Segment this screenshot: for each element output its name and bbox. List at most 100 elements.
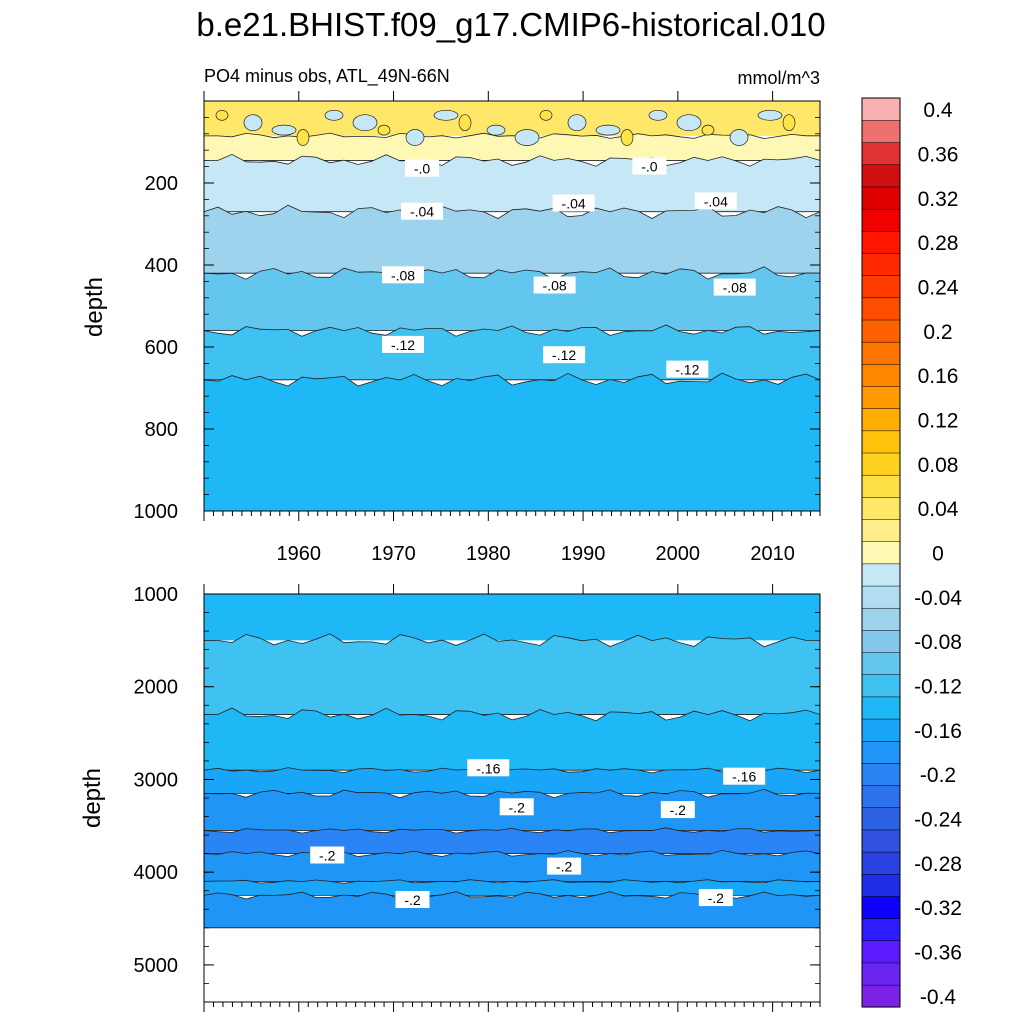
upper-contour-band [203,324,821,381]
chart-title: b.e21.BHIST.f09_g17.CMIP6-historical.010 [196,6,825,43]
colorbar-swatch [861,629,901,653]
upper-contour-label-bg [666,360,709,378]
upper-contour-cell [514,129,540,146]
upper-contour-label: -.08 [543,278,567,294]
colorbar-swatch [861,585,901,609]
colorbar-label: 0.32 [918,188,959,211]
lower-contour-band [203,891,821,929]
upper-contour-cell [324,109,344,121]
upper-contour-label: -.08 [723,280,747,296]
upper-contour-cell [729,129,749,146]
upper-contour-label: -.04 [704,193,728,209]
colorbar-swatch [861,696,901,720]
lower-contour-label-bg [660,801,695,819]
upper-contour-cell [271,124,297,136]
colorbar-label: 0.08 [918,454,959,477]
upper-contour-cell [782,114,796,132]
upper-contour-label-bg [405,159,439,177]
upper-contour-cell [648,109,668,121]
lower-contour-label: -.2 [708,890,725,906]
upper-y-tick-label: 400 [145,255,178,277]
upper-contour-cell [243,114,263,132]
colorbar-swatch [861,496,901,520]
lower-contour-band [203,849,821,882]
upper-y-tick-label: 200 [145,173,178,195]
upper-x-tick-label: 1990 [561,543,606,565]
colorbar-swatch [861,851,901,875]
upper-contour-cell [377,124,391,136]
upper-contour-label: -.0 [641,159,658,175]
upper-contour-cell [567,114,587,132]
colorbar-label: -0.24 [914,809,962,832]
colorbar-label: 0 [932,543,944,566]
lower-contour-label: -.2 [556,859,573,875]
colorbar-swatch [861,97,901,121]
colorbar-swatch [861,740,901,764]
upper-y-tick-label: 800 [145,419,178,441]
colorbar-label: -0.2 [920,764,956,787]
lower-contour-band [203,633,821,715]
colorbar-swatch [861,541,901,565]
colorbar-swatch [861,940,901,964]
colorbar-swatch [861,119,901,143]
upper-x-tick-label: 1970 [371,543,416,565]
upper-contour-band [204,101,820,136]
colorbar-swatch [861,186,901,210]
colorbar-label: 0.36 [918,143,959,166]
colorbar-swatch [861,142,901,166]
lower-contour-label-bg [547,857,582,875]
colorbar-swatch [861,275,901,299]
colorbar-label: 0.24 [918,277,959,300]
colorbar-swatch [861,873,901,897]
colorbar-label: -0.16 [914,720,962,743]
upper-contour-label: -.08 [391,267,415,283]
upper-y-axis-label: depth [81,277,108,337]
colorbar-label: 0.4 [923,99,953,122]
lower-contour-label: -.2 [670,802,687,818]
lower-contour-panel: -.16 -.16 -.2 -.2 -.2 -.2 -.2 -.2 1000 2000 3000 40… [134,584,821,1012]
colorbar-swatch [861,518,901,542]
upper-y-tick-label: 600 [145,337,178,359]
colorbar-label: 0.04 [918,498,959,521]
lower-contour-band [203,707,821,771]
colorbar-swatch [861,252,901,276]
lower-contour-band [203,879,821,896]
colorbar-label: 0.2 [923,321,952,344]
upper-contour-cell [296,129,310,146]
upper-contour-cell [539,109,553,121]
upper-contour-cell [458,114,472,132]
lower-contour-label-bg [310,846,345,864]
upper-contour-cell [215,109,229,121]
colorbar-swatch [861,762,901,786]
colorbar-swatch [861,984,901,1008]
lower-y-axis-label: depth [79,768,106,828]
upper-x-tick-label: 1980 [466,543,511,565]
lower-contour-label: -.2 [404,892,421,908]
lower-contour-label: -.2 [319,848,336,864]
upper-contour-band [203,266,821,331]
colorbar-swatch [861,363,901,387]
upper-contour-band [203,132,821,161]
colorbar-swatch [861,474,901,498]
upper-contour-cell [676,114,702,132]
lower-y-tick-label: 5000 [134,955,179,977]
upper-y-tick-label: 1000 [134,501,179,523]
colorbar-swatch [861,164,901,188]
lower-y-tick-label: 4000 [134,862,179,884]
colorbar-label: 0.28 [918,232,959,255]
colorbar-swatch [861,230,901,254]
upper-contour-cell [757,109,783,121]
lower-y-tick-label: 3000 [134,770,179,792]
lower-contour-label-bg [723,767,766,785]
upper-contour-label-bg [552,194,595,212]
upper-contour-label-bg [401,202,443,220]
colorbar-swatch [861,452,901,476]
lower-contour-label-bg [698,889,733,907]
colorbar-swatch [861,563,901,587]
upper-contour-label: -.04 [562,196,586,212]
colorbar-swatch [861,895,901,919]
colorbar-swatch [861,785,901,809]
upper-contour-label: -.0 [414,161,431,177]
upper-contour-cell [486,124,506,136]
